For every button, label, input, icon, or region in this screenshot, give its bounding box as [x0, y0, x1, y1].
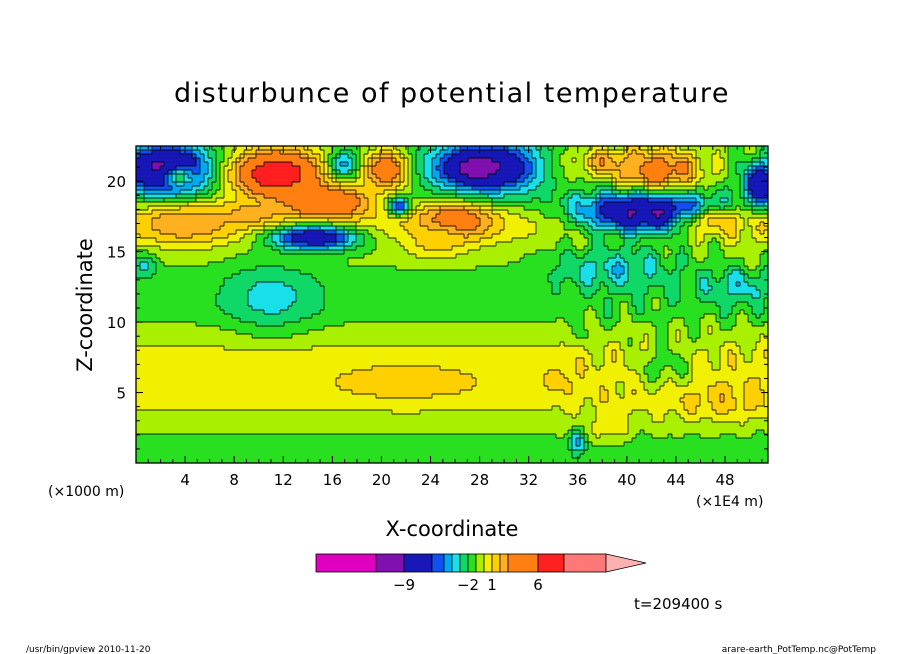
footer-right: arare-earth_PotTemp.nc@PotTemp [722, 645, 877, 654]
colorbar-swatch [467, 553, 477, 573]
x-tick-label: 48 [716, 471, 735, 489]
x-tick-label: 36 [568, 471, 587, 489]
x-tick-label: 44 [666, 471, 685, 489]
x-tick-label: 40 [617, 471, 636, 489]
y-axis-label: Z-coordinate [73, 238, 97, 372]
footer-left: /usr/bin/gpview 2010-11-20 [26, 645, 151, 654]
colorbar-swatch [315, 553, 377, 573]
y-tick-label: 20 [107, 173, 126, 191]
contour-field [136, 146, 768, 463]
colorbar-label: −2 [457, 576, 479, 594]
colorbar-swatch [563, 553, 607, 573]
x-tick-label: 28 [470, 471, 489, 489]
x-unit-left: (×1000 m) [48, 484, 124, 500]
colorbar-swatch [537, 553, 565, 573]
colorbar-label: −9 [393, 576, 415, 594]
colorbar-label: 1 [487, 576, 497, 594]
chart-title: disturbunce of potential temperature [174, 78, 730, 109]
colorbar-swatch [443, 553, 453, 573]
colorbar-swatch [491, 553, 501, 573]
colorbar-swatch [483, 553, 493, 573]
x-tick-label: 20 [372, 471, 391, 489]
contour-lines [136, 146, 768, 459]
x-tick-label: 12 [274, 471, 293, 489]
x-unit-right: (×1E4 m) [696, 494, 763, 510]
colorbar-swatch [403, 553, 433, 573]
y-tick-label: 15 [107, 244, 126, 262]
colorbar-swatch [507, 553, 539, 573]
x-tick-label: 24 [421, 471, 440, 489]
x-tick-label: 32 [519, 471, 538, 489]
x-tick-label: 8 [229, 471, 239, 489]
colorbar-swatch [375, 553, 405, 573]
timestamp: t=209400 s [634, 595, 722, 613]
colorbar-extend-arrow [605, 553, 647, 573]
plot-frame [135, 145, 769, 464]
y-tick-label: 10 [107, 314, 126, 332]
colorbar-swatch [459, 553, 469, 573]
x-tick-label: 4 [180, 471, 190, 489]
colorbar: −9 −2 1 6 [315, 553, 647, 594]
colorbar-label: 6 [533, 576, 543, 594]
colorbar-swatch [499, 553, 509, 573]
y-tick-label: 5 [116, 385, 126, 403]
colorbar-swatch [451, 553, 461, 573]
colorbar-swatch [475, 553, 485, 573]
colorbar-swatch [431, 553, 445, 573]
x-axis-label: X-coordinate [386, 517, 519, 541]
x-tick-label: 16 [323, 471, 342, 489]
